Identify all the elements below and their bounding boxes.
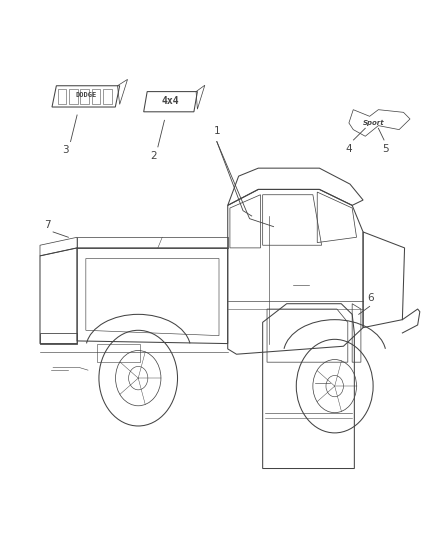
Text: 4: 4 <box>346 144 353 154</box>
Text: 1: 1 <box>213 126 220 136</box>
Text: 2: 2 <box>150 151 157 160</box>
Text: 4x4: 4x4 <box>162 95 179 106</box>
Text: DODGE: DODGE <box>75 92 96 98</box>
Text: 6: 6 <box>367 293 374 303</box>
Text: Sport: Sport <box>363 120 385 126</box>
Text: 5: 5 <box>382 144 389 154</box>
Text: 7: 7 <box>45 220 51 230</box>
Text: 3: 3 <box>62 146 69 155</box>
